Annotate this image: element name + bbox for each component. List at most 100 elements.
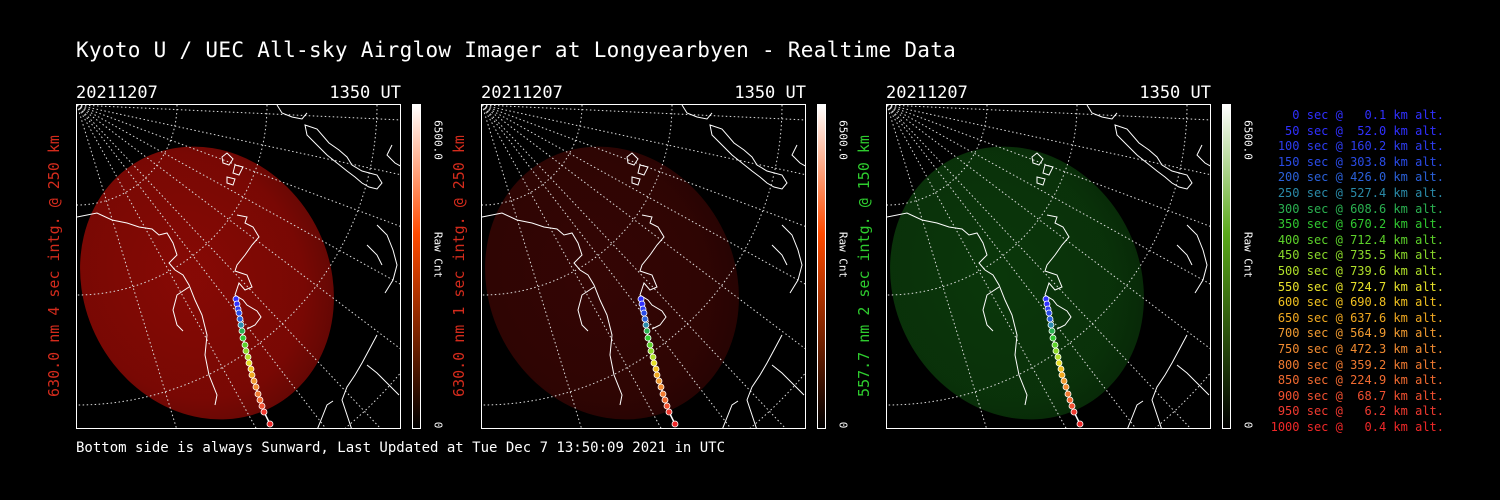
panel-date: 20211207: [481, 83, 563, 103]
footer-note: Bottom side is always Sunward, Last Upda…: [76, 440, 726, 456]
panel-time: 1350 UT: [1139, 83, 1211, 103]
track-point: [238, 327, 246, 335]
track-point: [1060, 377, 1068, 385]
track-point: [266, 420, 274, 428]
track-point: [1046, 315, 1054, 323]
track-point: [248, 371, 256, 379]
allsky-image: [76, 104, 401, 429]
track-point: [1048, 327, 1056, 335]
track-point: [642, 321, 650, 329]
legend-item: 300 sec @ 608.6 km alt.: [1277, 201, 1444, 216]
track-point: [661, 396, 669, 404]
legend-item: 550 sec @ 724.7 km alt.: [1277, 279, 1444, 294]
allsky-map: [482, 105, 805, 428]
track-point: [1051, 341, 1059, 349]
colorbar-unit: Raw Cnt: [1241, 231, 1255, 279]
legend-item: 600 sec @ 690.8 km alt.: [1277, 295, 1444, 310]
panel-time: 1350 UT: [329, 83, 401, 103]
track-point: [1057, 365, 1065, 373]
colorbar: [1222, 104, 1231, 429]
track-point: [643, 327, 651, 335]
panel-ylabel: 557.7 nm 2 sec intg. @ 150 km: [855, 135, 873, 397]
track-point: [245, 359, 253, 367]
track-point: [1054, 353, 1062, 361]
track-point: [260, 408, 268, 416]
airglow-image: [80, 146, 334, 420]
legend-item: 700 sec @ 564.9 km alt.: [1277, 326, 1444, 341]
allsky-image: [886, 104, 1211, 429]
track-point: [250, 377, 258, 385]
legend-item: 800 sec @ 359.2 km alt.: [1277, 357, 1444, 372]
legend-item: 150 sec @ 303.8 km alt.: [1277, 154, 1444, 169]
track-point: [241, 341, 249, 349]
page-title: Kyoto U / UEC All-sky Airglow Imager at …: [76, 38, 957, 62]
track-point: [258, 402, 266, 410]
graticule: [77, 105, 400, 428]
allsky-map: [77, 105, 400, 428]
track-point: [244, 353, 252, 361]
panel-time: 1350 UT: [734, 83, 806, 103]
panel-557-2sec: 20211207 1350 UT 557.7 nm 2 sec intg. @ …: [855, 80, 1255, 430]
panel-ylabel: 630.0 nm 1 sec intg. @ 250 km: [450, 135, 468, 397]
colorbar-min: 0: [836, 421, 850, 429]
track-point: [1052, 347, 1060, 355]
track-point: [657, 383, 665, 391]
colorbar: [817, 104, 826, 429]
allsky-image: [481, 104, 806, 429]
track-point: [1047, 321, 1055, 329]
panel-date: 20211207: [76, 83, 158, 103]
legend-item: 900 sec @ 68.7 km alt.: [1277, 388, 1444, 403]
track-point: [236, 315, 244, 323]
legend-item: 50 sec @ 52.0 km alt.: [1285, 123, 1444, 138]
track-point: [1068, 402, 1076, 410]
legend-item: 850 sec @ 224.9 km alt.: [1277, 373, 1444, 388]
track-point: [652, 365, 660, 373]
legend-item: 950 sec @ 6.2 km alt.: [1277, 404, 1444, 419]
track-point: [647, 347, 655, 355]
coastlines: [77, 105, 400, 428]
track-point: [1062, 383, 1070, 391]
track-point: [256, 396, 264, 404]
legend-item: 100 sec @ 160.2 km alt.: [1277, 139, 1444, 154]
track-point: [247, 365, 255, 373]
allsky-map: [887, 105, 1210, 428]
track-point: [640, 309, 648, 317]
legend-item: 450 sec @ 735.5 km alt.: [1277, 248, 1444, 263]
colorbar-max: 6500.0: [836, 120, 850, 160]
legend-item: 650 sec @ 637.6 km alt.: [1277, 310, 1444, 325]
track-point: [1049, 334, 1057, 342]
colorbar-min: 0: [431, 421, 445, 429]
track-point: [646, 341, 654, 349]
legend-item: 1000 sec @ 0.4 km alt.: [1270, 419, 1444, 434]
track-point: [1064, 390, 1072, 398]
track-point: [235, 309, 243, 317]
track-point: [242, 347, 250, 355]
colorbar-max: 6500.0: [1241, 120, 1255, 160]
trajectory-legend: 0 sec @ 0.1 km alt. 50 sec @ 52.0 km alt.…: [1262, 108, 1444, 435]
track-point: [254, 390, 262, 398]
track-point: [649, 353, 657, 361]
track-point: [1070, 408, 1078, 416]
colorbar-unit: Raw Cnt: [836, 231, 850, 279]
airglow-image: [890, 146, 1144, 420]
track-point: [237, 321, 245, 329]
colorbar-max: 6500.0: [431, 120, 445, 160]
track-point: [650, 359, 658, 367]
track-point: [239, 334, 247, 342]
graticule: [887, 105, 1210, 428]
legend-item: 0 sec @ 0.1 km alt.: [1292, 108, 1444, 122]
track-point: [252, 383, 260, 391]
legend-item: 250 sec @ 527.4 km alt.: [1277, 185, 1444, 200]
panel-ylabel: 630.0 nm 4 sec intg. @ 250 km: [45, 135, 63, 397]
colorbar-unit: Raw Cnt: [431, 231, 445, 279]
track-point: [655, 377, 663, 385]
track-point: [1058, 371, 1066, 379]
track-point: [644, 334, 652, 342]
track-point: [1045, 309, 1053, 317]
coastlines: [887, 105, 1210, 428]
graticule: [482, 105, 805, 428]
track-point: [653, 371, 661, 379]
satellite-track: [1042, 295, 1084, 428]
track-point: [671, 420, 679, 428]
track-point: [659, 390, 667, 398]
